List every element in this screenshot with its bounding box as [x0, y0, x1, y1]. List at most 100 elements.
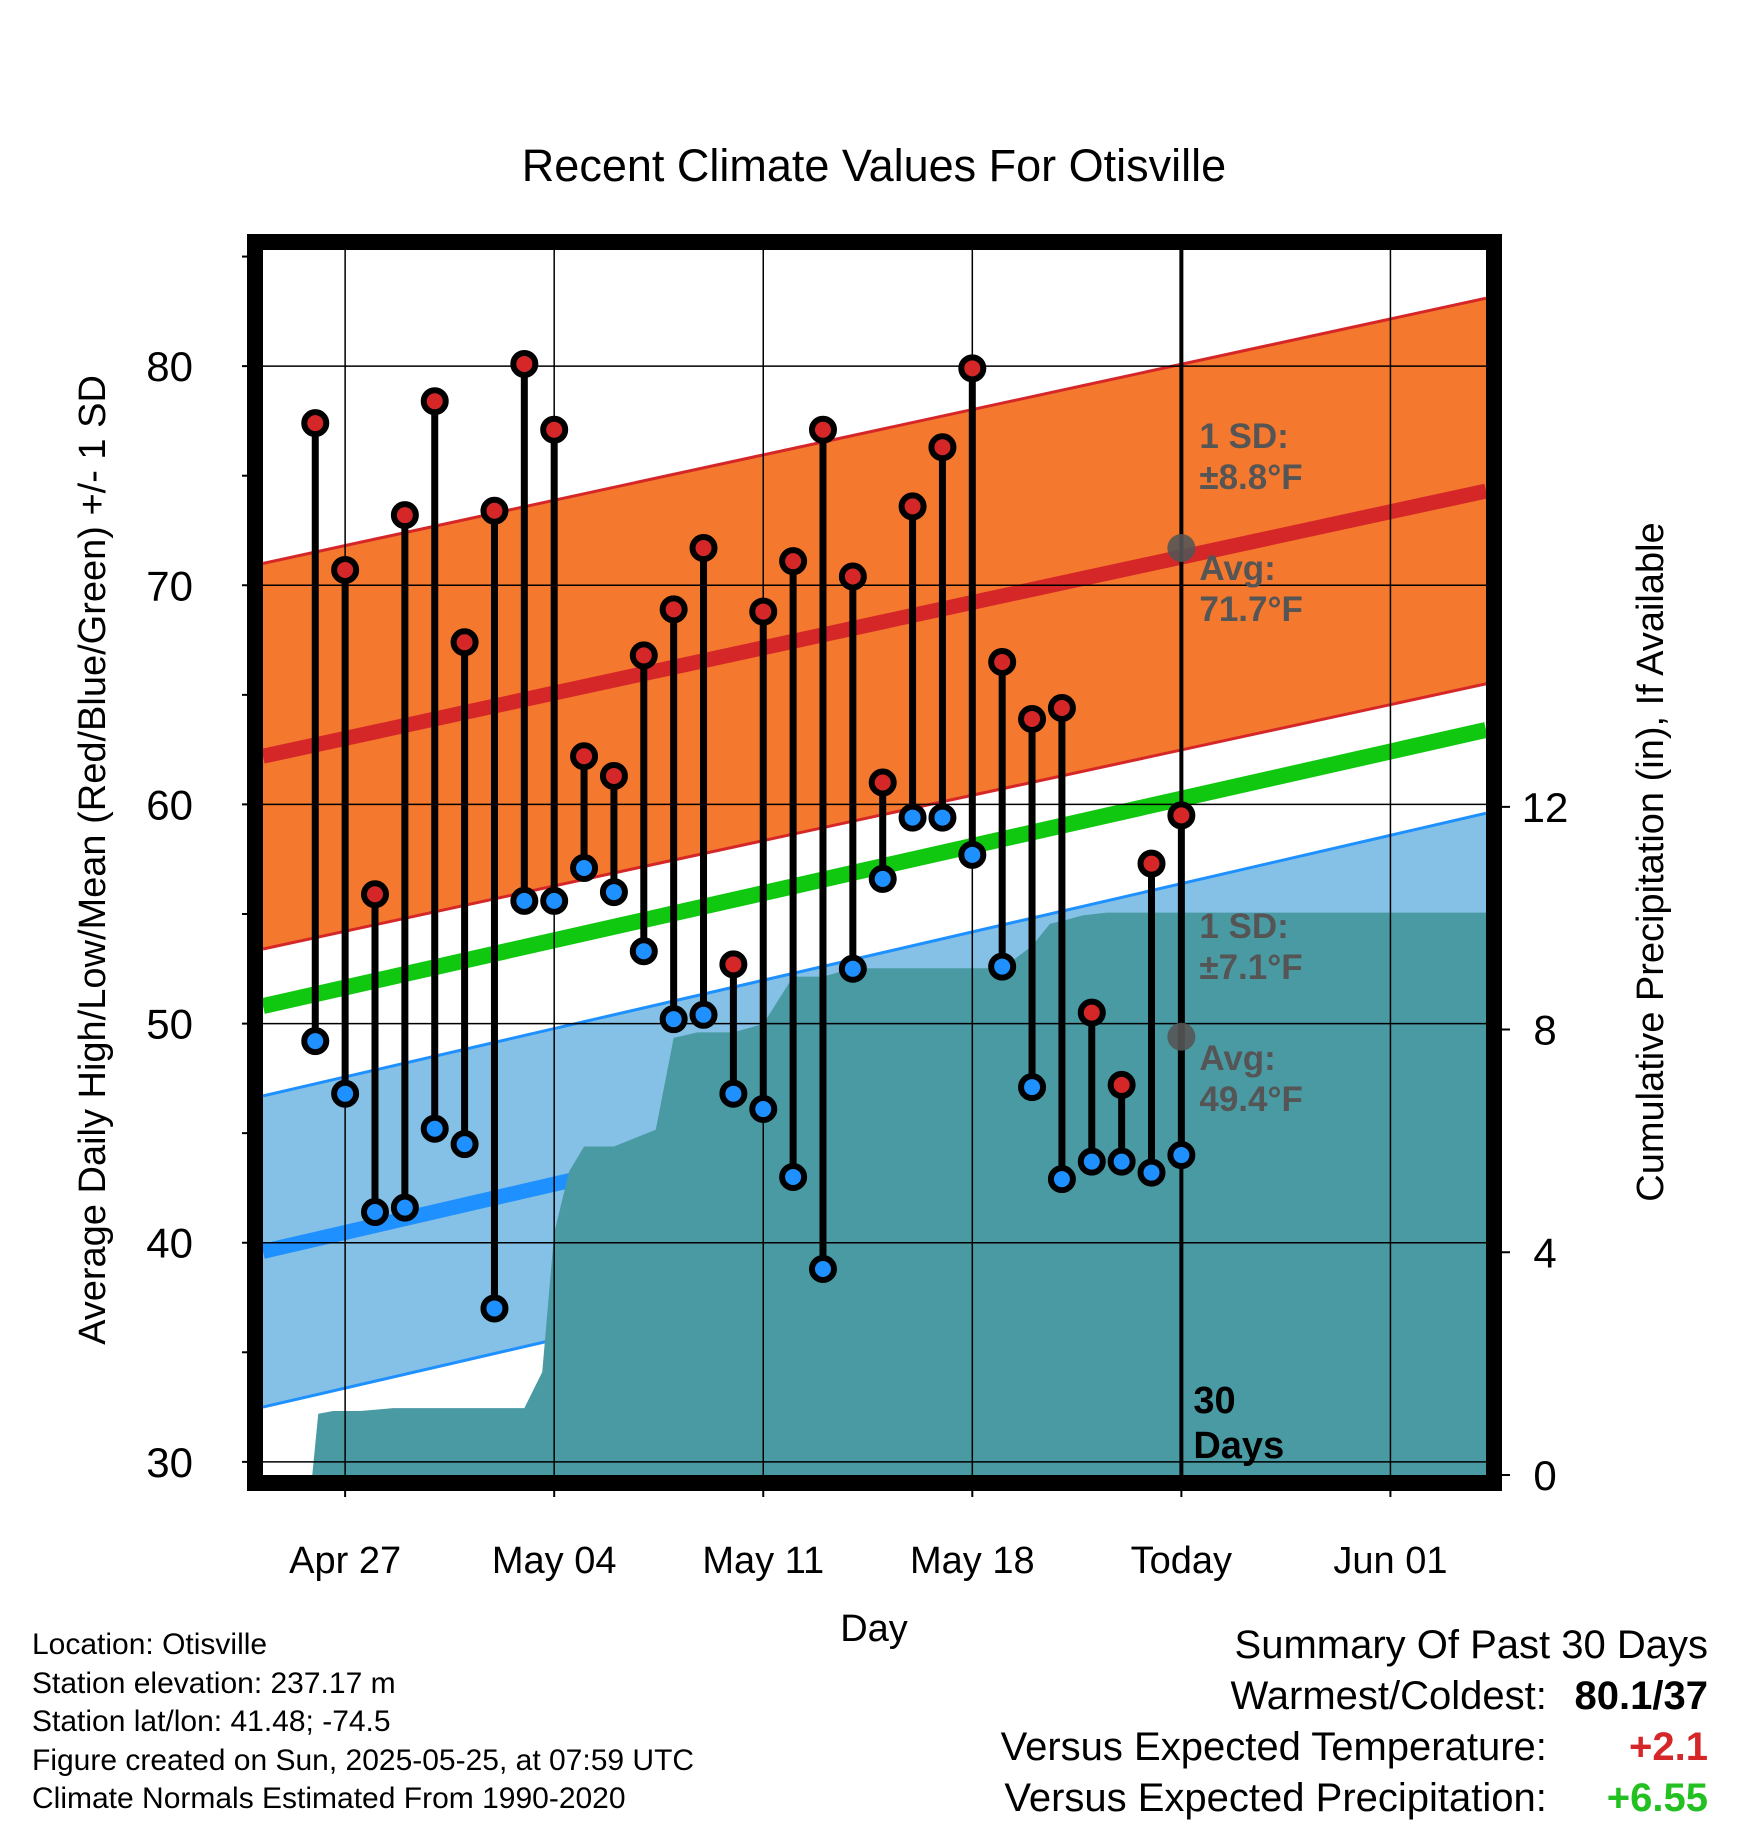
- x-tick-label: May 11: [702, 1540, 824, 1582]
- x-tick-label: Today: [1131, 1540, 1232, 1582]
- daily-low-point: [360, 1198, 389, 1227]
- daily-high-point: [480, 496, 509, 525]
- daily-low-point: [599, 878, 628, 907]
- daily-low-point: [1018, 1073, 1047, 1102]
- temp-departure-value: +2.1: [1629, 1725, 1708, 1769]
- daily-low-point: [988, 952, 1017, 981]
- daily-low-point: [540, 886, 569, 915]
- normals-text: Climate Normals Estimated From 1990-2020: [32, 1782, 626, 1815]
- daily-low-point: [659, 1005, 688, 1034]
- warmest-label: Warmest/Coldest:: [1230, 1674, 1547, 1718]
- daily-low-point: [1077, 1147, 1106, 1176]
- daily-low-point: [629, 937, 658, 966]
- daily-low-point: [480, 1294, 509, 1323]
- daily-low-point: [808, 1255, 837, 1284]
- daily-low-point: [420, 1114, 449, 1143]
- daily-high-point: [331, 555, 360, 584]
- x-axis-label: Day: [840, 1608, 908, 1650]
- low-avg-annotation: 49.4°F: [1199, 1080, 1303, 1119]
- precip-departure-label: Versus Expected Precipitation:: [1004, 1776, 1547, 1820]
- daily-low-point: [301, 1027, 330, 1056]
- daily-high-point: [808, 415, 837, 444]
- summary-warmest-row: Warmest/Coldest: 80.1/37: [1001, 1671, 1709, 1722]
- low-avg-annotation: Avg:: [1199, 1039, 1275, 1078]
- warmest-value: 80.1/37: [1574, 1674, 1708, 1718]
- daily-low-point: [838, 954, 867, 983]
- daily-low-point: [958, 840, 987, 869]
- y-axis-label-left: Average Daily High/Low/Mean (Red/Blue/Gr…: [72, 375, 114, 1345]
- daily-high-point: [1107, 1070, 1136, 1099]
- high-avg-annotation: 71.7°F: [1199, 590, 1303, 629]
- daily-high-point: [301, 409, 330, 438]
- low-sd-annotation: 1 SD:: [1199, 907, 1288, 946]
- daily-high-point: [450, 628, 479, 657]
- x-tick-label: Apr 27: [289, 1540, 401, 1582]
- temp-departure-label: Versus Expected Temperature:: [1000, 1725, 1547, 1769]
- location-text: Location: Otisville: [32, 1628, 268, 1661]
- daily-low-point: [570, 853, 599, 882]
- daily-low-point: [928, 803, 957, 832]
- today-days-label: 30: [1193, 1380, 1235, 1422]
- daily-low-point: [1107, 1147, 1136, 1176]
- daily-high-point: [689, 534, 718, 563]
- created-text: Figure created on Sun, 2025-05-25, at 07…: [32, 1743, 695, 1777]
- precip-departure-value: +6.55: [1606, 1776, 1708, 1820]
- daily-high-point: [1077, 998, 1106, 1027]
- y-tick-label-left: 70: [146, 562, 193, 609]
- daily-high-point: [958, 354, 987, 383]
- station-info: Location: Otisville Station elevation: 2…: [32, 1626, 694, 1819]
- y-tick-label-right: 12: [1522, 784, 1569, 831]
- high-sd-annotation: 1 SD:: [1199, 417, 1288, 456]
- summary-panel: Summary Of Past 30 Days Warmest/Coldest:…: [1001, 1620, 1708, 1824]
- y-tick-label-right: 8: [1533, 1007, 1556, 1054]
- summary-precip-row: Versus Expected Precipitation: +6.55: [1001, 1773, 1708, 1824]
- daily-high-point: [390, 501, 419, 530]
- daily-high-point: [988, 647, 1017, 676]
- daily-low-point: [749, 1095, 778, 1124]
- low-sd-annotation: ±7.1°F: [1199, 948, 1302, 987]
- daily-high-point: [360, 880, 389, 909]
- summary-temp-row: Versus Expected Temperature: +2.1: [1001, 1722, 1708, 1773]
- daily-low-point: [390, 1193, 419, 1222]
- daily-high-point: [928, 433, 957, 462]
- daily-low-point: [689, 1000, 718, 1029]
- daily-low-point: [779, 1162, 808, 1191]
- daily-low-point: [450, 1130, 479, 1159]
- y-axis-label-right: Cumulative Precipitation (in), If Availa…: [1630, 522, 1672, 1201]
- daily-high-point: [629, 641, 658, 670]
- y-tick-label-left: 40: [146, 1220, 193, 1267]
- today-high-avg-marker: [1167, 534, 1196, 563]
- daily-high-point: [659, 595, 688, 624]
- x-tick-label: Jun 01: [1333, 1540, 1447, 1582]
- daily-high-point: [570, 742, 599, 771]
- x-tick-label: May 04: [492, 1540, 617, 1582]
- y-tick-label-left: 60: [146, 781, 193, 828]
- y-tick-label-right: 0: [1533, 1452, 1556, 1499]
- high-avg-annotation: Avg:: [1199, 549, 1275, 588]
- y-tick-label-left: 30: [146, 1439, 193, 1486]
- daily-high-point: [540, 415, 569, 444]
- today-low-avg-marker: [1167, 1022, 1196, 1051]
- latlon-text: Station lat/lon: 41.48; -74.5: [32, 1705, 391, 1738]
- daily-low-point: [719, 1079, 748, 1108]
- daily-high-point: [868, 768, 897, 797]
- summary-title: Summary Of Past 30 Days: [1234, 1623, 1708, 1667]
- daily-low-point: [1047, 1165, 1076, 1194]
- daily-low-point: [898, 803, 927, 832]
- high-sd-annotation: ±8.8°F: [1199, 458, 1302, 497]
- chart-title: Recent Climate Values For Otisville: [522, 140, 1226, 191]
- y-tick-label-left: 50: [146, 1001, 193, 1048]
- daily-high-point: [779, 547, 808, 576]
- daily-high-point: [1167, 801, 1196, 830]
- daily-low-point: [331, 1079, 360, 1108]
- daily-high-point: [749, 597, 778, 626]
- plot-frame: [247, 234, 1502, 1491]
- daily-high-point: [510, 349, 539, 378]
- y-tick-label-left: 80: [146, 343, 193, 390]
- today-days-label: Days: [1193, 1425, 1284, 1467]
- elevation-text: Station elevation: 237.17 m: [32, 1666, 396, 1700]
- daily-high-point: [898, 492, 927, 521]
- x-tick-label: May 18: [910, 1540, 1035, 1582]
- daily-high-point: [599, 761, 628, 790]
